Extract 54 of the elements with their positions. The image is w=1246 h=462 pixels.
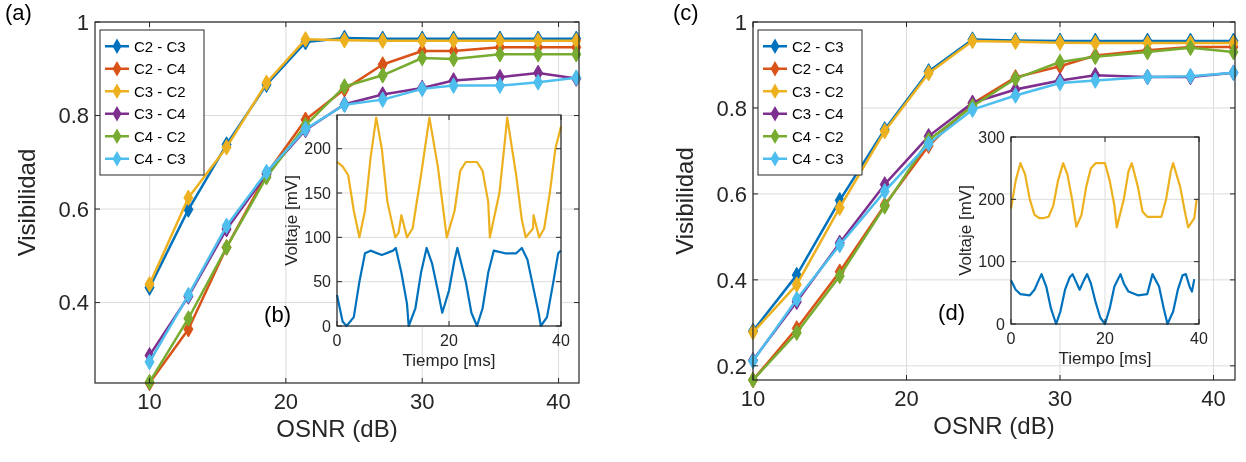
legend-label: C3 - C2 (134, 82, 186, 100)
y-tick-label: 200 (978, 190, 1006, 208)
legend-label: C2 - C3 (134, 37, 186, 55)
x-axis-title: OSNR (dB) (276, 415, 398, 442)
legend-label: C3 - C4 (134, 105, 186, 122)
legend-label: C3 - C2 (792, 82, 844, 100)
y-axis-title: Voltaje [mV] (956, 185, 975, 276)
x-tick-label: 10 (740, 386, 766, 411)
x-tick-label: 20 (894, 386, 919, 411)
legend-label: C3 - C4 (792, 105, 844, 122)
y-tick-label: 0.6 (58, 196, 89, 222)
legend-label: C4 - C3 (792, 150, 844, 167)
y-tick-label: 100 (978, 253, 1006, 271)
annotation: (b) (264, 302, 291, 327)
x-tick-label: 40 (546, 389, 571, 414)
y-tick-label: 0.2 (716, 353, 747, 379)
x-tick-label: 30 (1047, 386, 1073, 411)
x-tick-label: 40 (552, 332, 570, 349)
legend-label: C2 - C4 (134, 60, 186, 77)
y-tick-label: 0 (996, 315, 1006, 333)
y-tick-label: 0.6 (716, 181, 747, 207)
y-axis-title: Visibilidad (13, 148, 40, 257)
y-tick-label: 100 (304, 228, 332, 246)
legend-label: C4 - C3 (134, 150, 186, 167)
y-tick-label: 300 (978, 128, 1006, 146)
x-axis-title: Tiempo [ms] (402, 351, 496, 370)
y-tick-label: 0.4 (716, 267, 747, 293)
y-tick-label: 150 (304, 184, 332, 202)
y-tick-label: 50 (313, 273, 332, 291)
y-tick-label: 0.8 (716, 95, 747, 121)
y-axis-title: Voltaje [mV] (282, 175, 301, 266)
x-tick-label: 20 (440, 332, 458, 349)
x-tick-label: 10 (137, 389, 162, 414)
x-tick-label: 40 (1201, 386, 1226, 411)
legend-label: C4 - C2 (792, 127, 844, 145)
x-axis-title: OSNR (dB) (933, 412, 1055, 439)
x-tick-label: 20 (273, 389, 299, 414)
y-tick-label: 1 (734, 9, 747, 35)
x-axis-title: Tiempo [ms] (1058, 349, 1152, 368)
text: (a) (5, 0, 32, 25)
y-axis-title: Visibilidad (671, 147, 698, 255)
y-tick-label: 200 (304, 140, 332, 158)
y-tick-label: 0.4 (58, 290, 89, 316)
legend-label: C4 - C2 (134, 127, 186, 145)
text: (c) (673, 0, 699, 25)
legend-label: C2 - C3 (792, 37, 844, 55)
x-tick-label: 20 (1096, 330, 1114, 347)
y-tick-label: 0.8 (58, 103, 89, 129)
x-tick-label: 40 (1190, 330, 1208, 347)
x-tick-label: 30 (409, 389, 435, 414)
annotation: (d) (938, 300, 965, 325)
legend-label: C2 - C4 (792, 60, 844, 77)
y-tick-label: 1 (76, 9, 89, 35)
y-tick-label: 0 (322, 317, 332, 335)
